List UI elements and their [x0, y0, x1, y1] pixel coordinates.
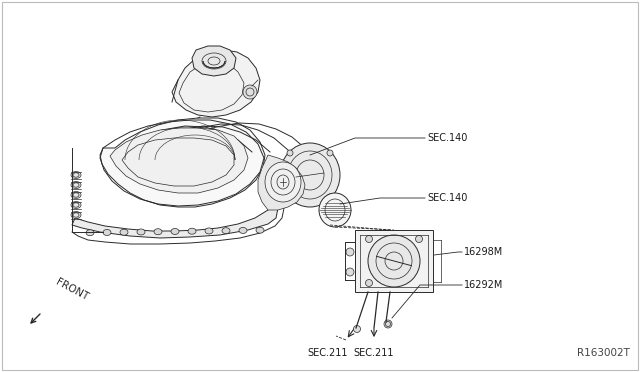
Ellipse shape — [71, 212, 81, 218]
Text: SEC.140: SEC.140 — [427, 133, 467, 143]
Polygon shape — [72, 200, 278, 238]
Ellipse shape — [71, 192, 81, 199]
Ellipse shape — [120, 229, 128, 235]
Text: SEC.140: SEC.140 — [427, 193, 467, 203]
Ellipse shape — [103, 230, 111, 235]
Text: SEC.211: SEC.211 — [308, 348, 348, 358]
Ellipse shape — [365, 235, 372, 243]
Ellipse shape — [71, 171, 81, 179]
Polygon shape — [192, 46, 236, 76]
Ellipse shape — [205, 228, 213, 234]
Ellipse shape — [327, 150, 333, 156]
Text: FRONT: FRONT — [54, 277, 90, 302]
Ellipse shape — [71, 182, 81, 189]
Ellipse shape — [287, 150, 293, 156]
Ellipse shape — [319, 193, 351, 227]
Ellipse shape — [222, 228, 230, 234]
Ellipse shape — [137, 229, 145, 235]
Ellipse shape — [346, 248, 354, 256]
Ellipse shape — [243, 85, 257, 99]
Ellipse shape — [71, 202, 81, 208]
Polygon shape — [100, 118, 265, 207]
Ellipse shape — [415, 235, 422, 243]
Polygon shape — [258, 155, 305, 210]
Ellipse shape — [171, 228, 179, 234]
Text: 16292M: 16292M — [464, 280, 504, 290]
Ellipse shape — [365, 279, 372, 286]
Ellipse shape — [384, 320, 392, 328]
Ellipse shape — [265, 162, 301, 202]
Ellipse shape — [280, 143, 340, 207]
Polygon shape — [172, 50, 260, 117]
Text: R163002T: R163002T — [577, 348, 630, 358]
Ellipse shape — [188, 228, 196, 234]
Polygon shape — [110, 128, 248, 193]
Text: 16298M: 16298M — [464, 247, 503, 257]
Ellipse shape — [353, 326, 360, 333]
FancyBboxPatch shape — [355, 230, 433, 292]
Ellipse shape — [327, 194, 333, 200]
Ellipse shape — [368, 235, 420, 287]
Ellipse shape — [239, 227, 247, 234]
Ellipse shape — [287, 194, 293, 200]
Text: SEC.211: SEC.211 — [354, 348, 394, 358]
Ellipse shape — [256, 227, 264, 233]
Ellipse shape — [154, 229, 162, 235]
Ellipse shape — [346, 268, 354, 276]
Ellipse shape — [86, 230, 94, 236]
